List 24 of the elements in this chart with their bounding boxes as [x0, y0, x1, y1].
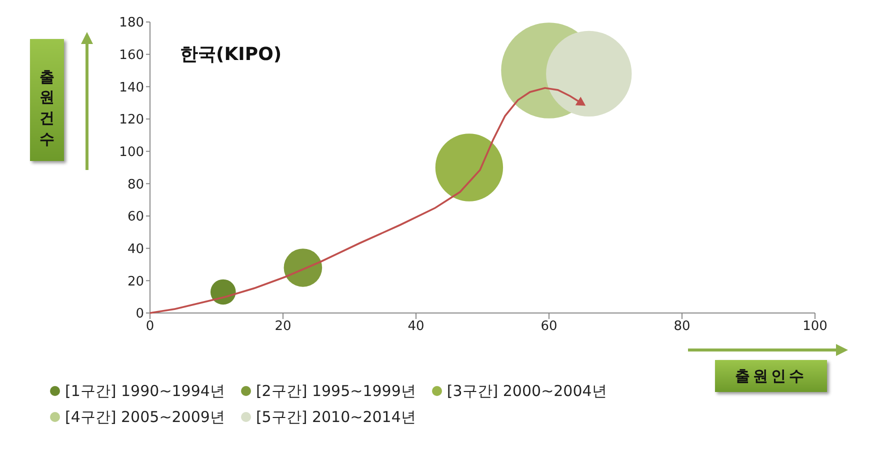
legend-label: [1구간] 1990~1994년 — [65, 382, 225, 400]
legend-label: [5구간] 2010~2014년 — [256, 408, 416, 426]
legend-label: [4구간] 2005~2009년 — [65, 408, 225, 426]
y-axis-title: 출원건수 — [30, 39, 64, 161]
x-tick-label: 80 — [674, 319, 690, 334]
x-tick-label: 60 — [540, 319, 558, 334]
y-tick-label: 80 — [127, 177, 144, 192]
y-tick-label: 180 — [119, 16, 144, 31]
y-tick-label: 20 — [127, 274, 144, 290]
legend-label: [3구간] 2000~2004년 — [446, 382, 607, 400]
x-tick-label: 40 — [408, 319, 424, 334]
y-tick-label: 0 — [136, 306, 144, 322]
y-tick-label: 60 — [127, 210, 144, 225]
x-tick-label: 20 — [274, 319, 292, 334]
y-tick-label: 100 — [119, 144, 144, 160]
y-tick-label: 140 — [119, 80, 144, 96]
y-tick-label: 40 — [127, 242, 144, 257]
legend-label: [2구간] 1995~1999년 — [256, 382, 416, 400]
y-tick-label: 160 — [119, 48, 144, 63]
x-tick-label: 100 — [802, 319, 828, 334]
text: 한국(KIPO) — [180, 43, 282, 66]
y-tick-label: 120 — [119, 112, 144, 128]
x-axis-title: 출원인수 — [715, 360, 827, 392]
x-tick-label: 0 — [146, 319, 154, 334]
